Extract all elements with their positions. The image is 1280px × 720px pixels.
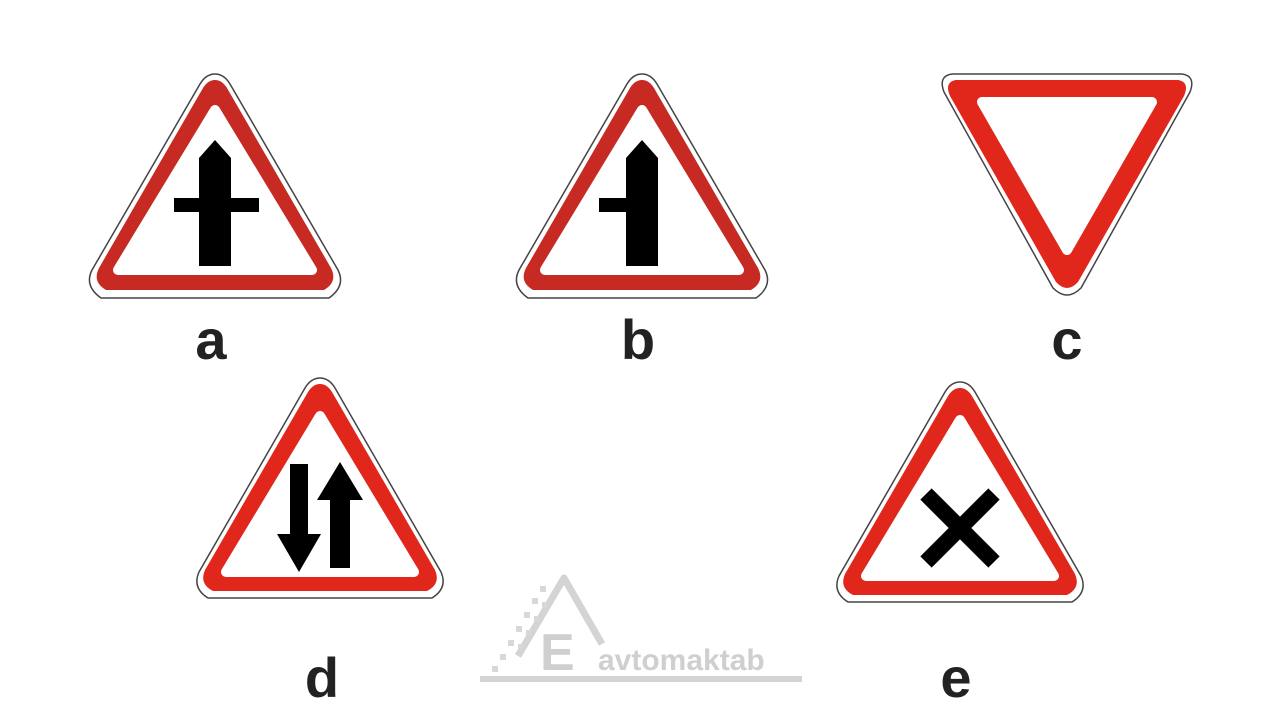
two-way-traffic-icon (196, 377, 444, 599)
crossroad-secondary-road-icon (836, 381, 1084, 603)
sign-b (511, 70, 773, 304)
sign-a-label: a (195, 308, 227, 371)
watermark-letter: E (540, 624, 575, 682)
sign-d-label: d (304, 646, 340, 709)
sign-c-label: c (1051, 308, 1083, 371)
sign-a (84, 70, 346, 304)
sign-e-label: e (940, 646, 972, 709)
sign-d (192, 376, 448, 604)
avtomaktab-logo-icon: E avtomaktab (480, 574, 802, 682)
sign-c (938, 70, 1196, 302)
sign-e (832, 380, 1088, 608)
side-road-junction-left-icon (515, 73, 769, 299)
crossroad-main-road-icon (88, 73, 342, 299)
give-way-icon (941, 73, 1193, 296)
avtomaktab-watermark: E avtomaktab (478, 572, 808, 692)
sign-b-label: b (620, 308, 656, 371)
watermark-text: avtomaktab (598, 644, 765, 677)
